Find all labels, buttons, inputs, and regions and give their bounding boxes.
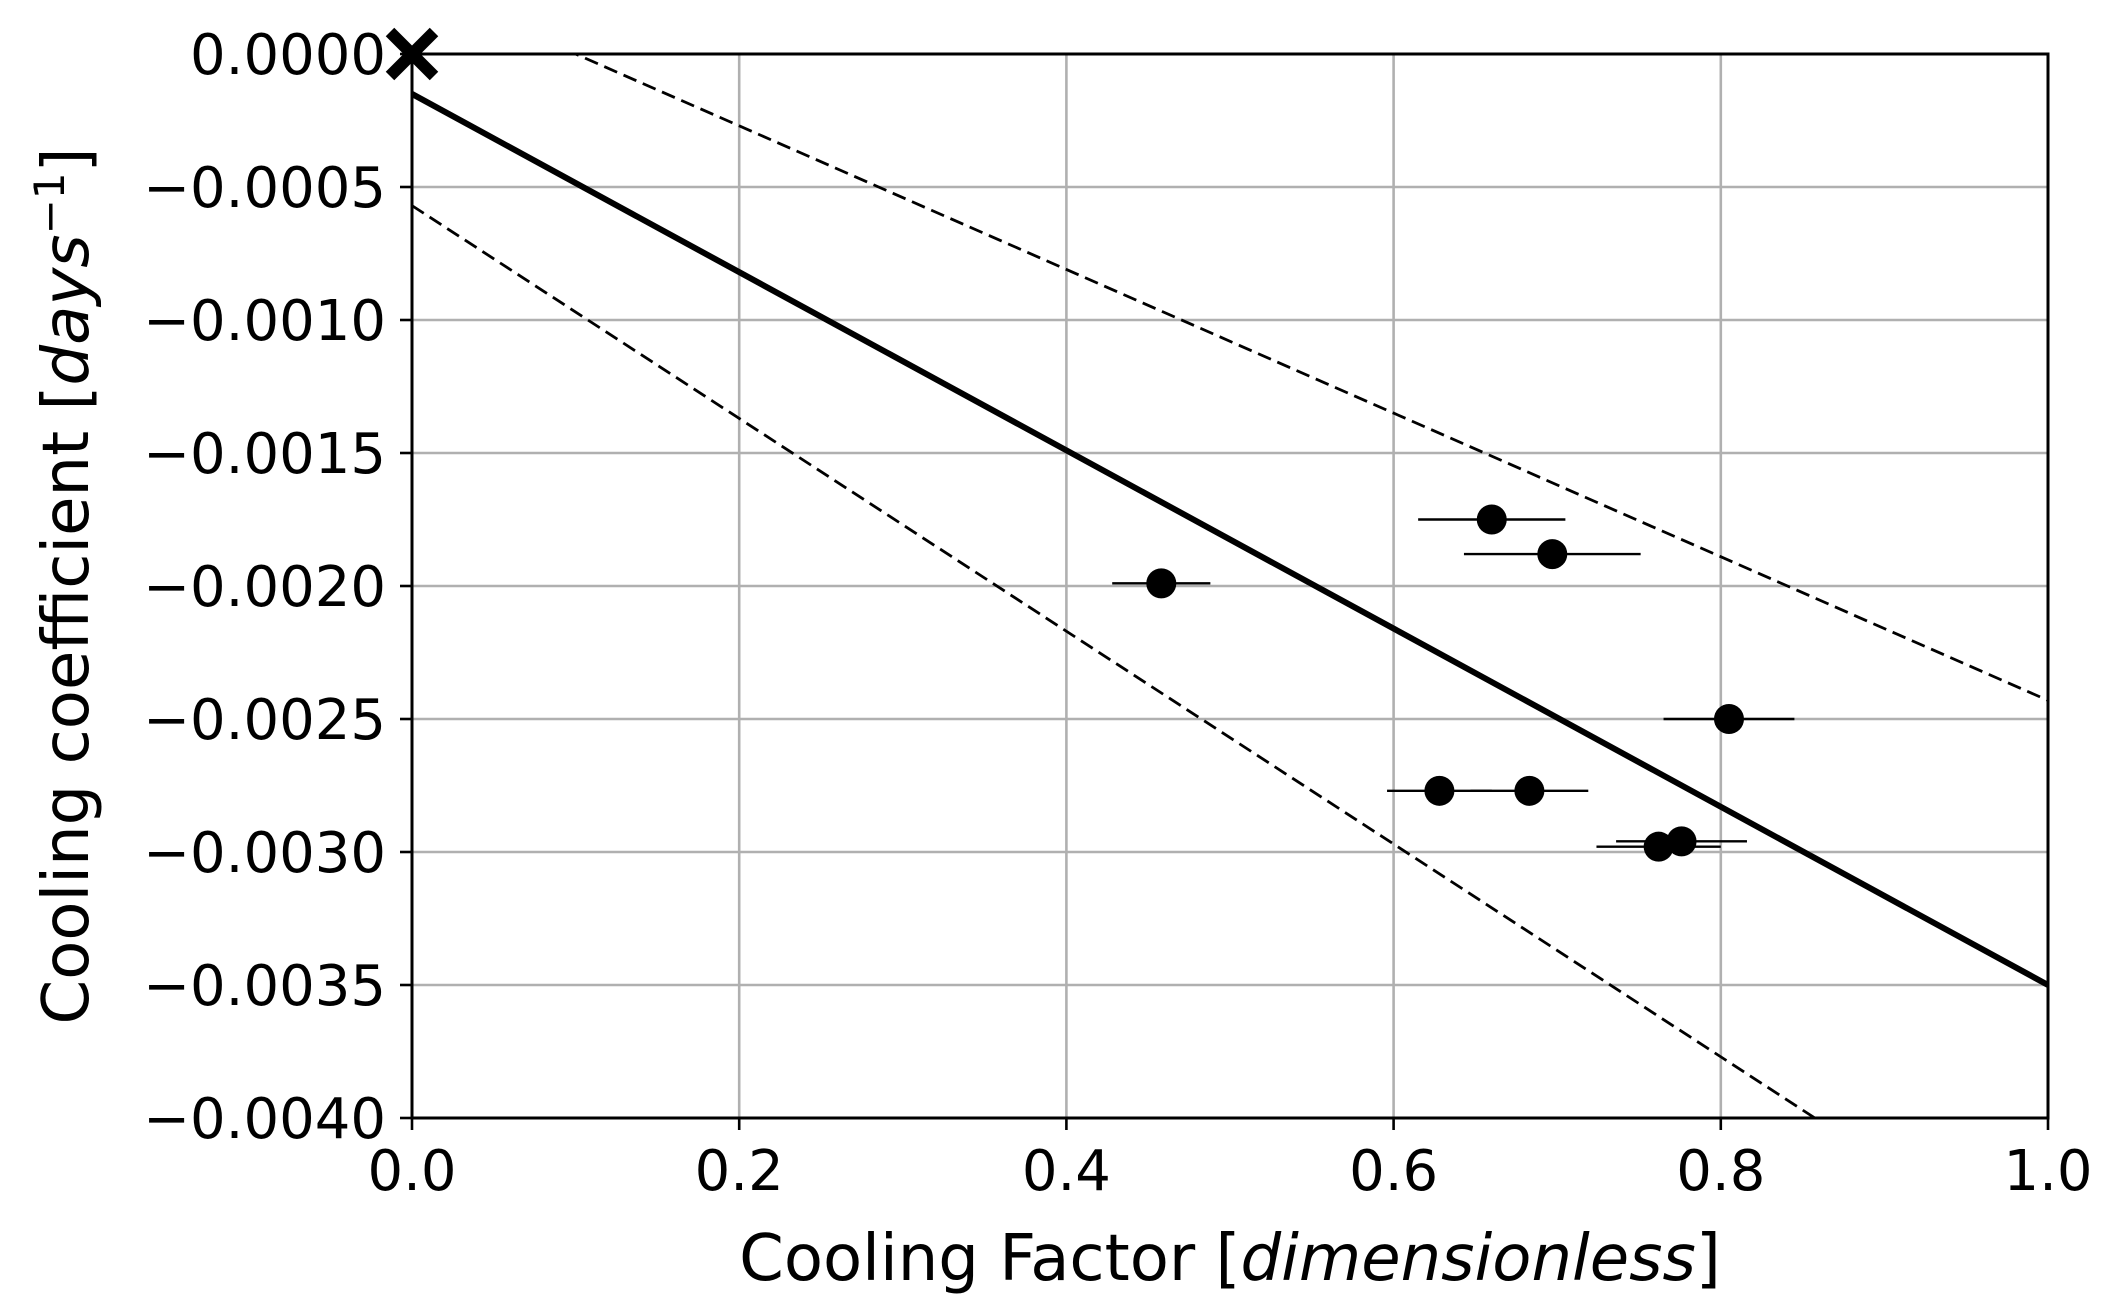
x-tick-label: 0.4 [1022,1139,1111,1204]
origin-marker-group [385,27,439,81]
origin-x-marker [385,27,439,81]
y-tick-label: 0.0000 [190,23,386,88]
x-tick-label: 0.8 [1676,1139,1765,1204]
data-point [1424,775,1455,806]
fit-line [412,91,2048,988]
y-tick-label: −0.0035 [143,954,386,1019]
x-tick-label: 0.2 [695,1139,784,1204]
y-tick-label: −0.0005 [143,156,386,221]
x-tick-label: 0.6 [1349,1139,1438,1204]
y-tick-label: −0.0025 [143,688,386,753]
y-tick-label: −0.0030 [143,821,386,886]
grid [410,52,2050,1120]
y-tick-label: −0.0020 [143,555,386,620]
lower-bound-line [412,204,1818,1118]
data-point [1146,568,1177,599]
data-point [1713,704,1744,734]
data-point [1537,539,1568,570]
y-tick-label: −0.0015 [143,422,386,487]
data-point [1643,831,1674,862]
x-axis-title: Cooling Factor [dimensionless] [739,1222,1721,1296]
x-tick-label: 1.0 [2003,1139,2092,1204]
data-point [1514,775,1545,806]
fit-lines [412,54,2048,1118]
y-tick-label: −0.0040 [143,1087,386,1152]
upper-bound-line [572,54,2048,702]
data-point [1666,826,1697,857]
data-point [1476,504,1507,535]
axis-ticks: 0.0 0.2 0.4 0.6 0.8 1.0 0.0000 −0.0005 −0.0010 −0… [143,23,2092,1204]
x-tick-label: 0.0 [367,1139,456,1204]
data-points [1112,504,1795,862]
y-tick-label: −0.0010 [143,289,386,354]
y-axis-title: Cooling coefficient [days−1] [25,148,105,1025]
